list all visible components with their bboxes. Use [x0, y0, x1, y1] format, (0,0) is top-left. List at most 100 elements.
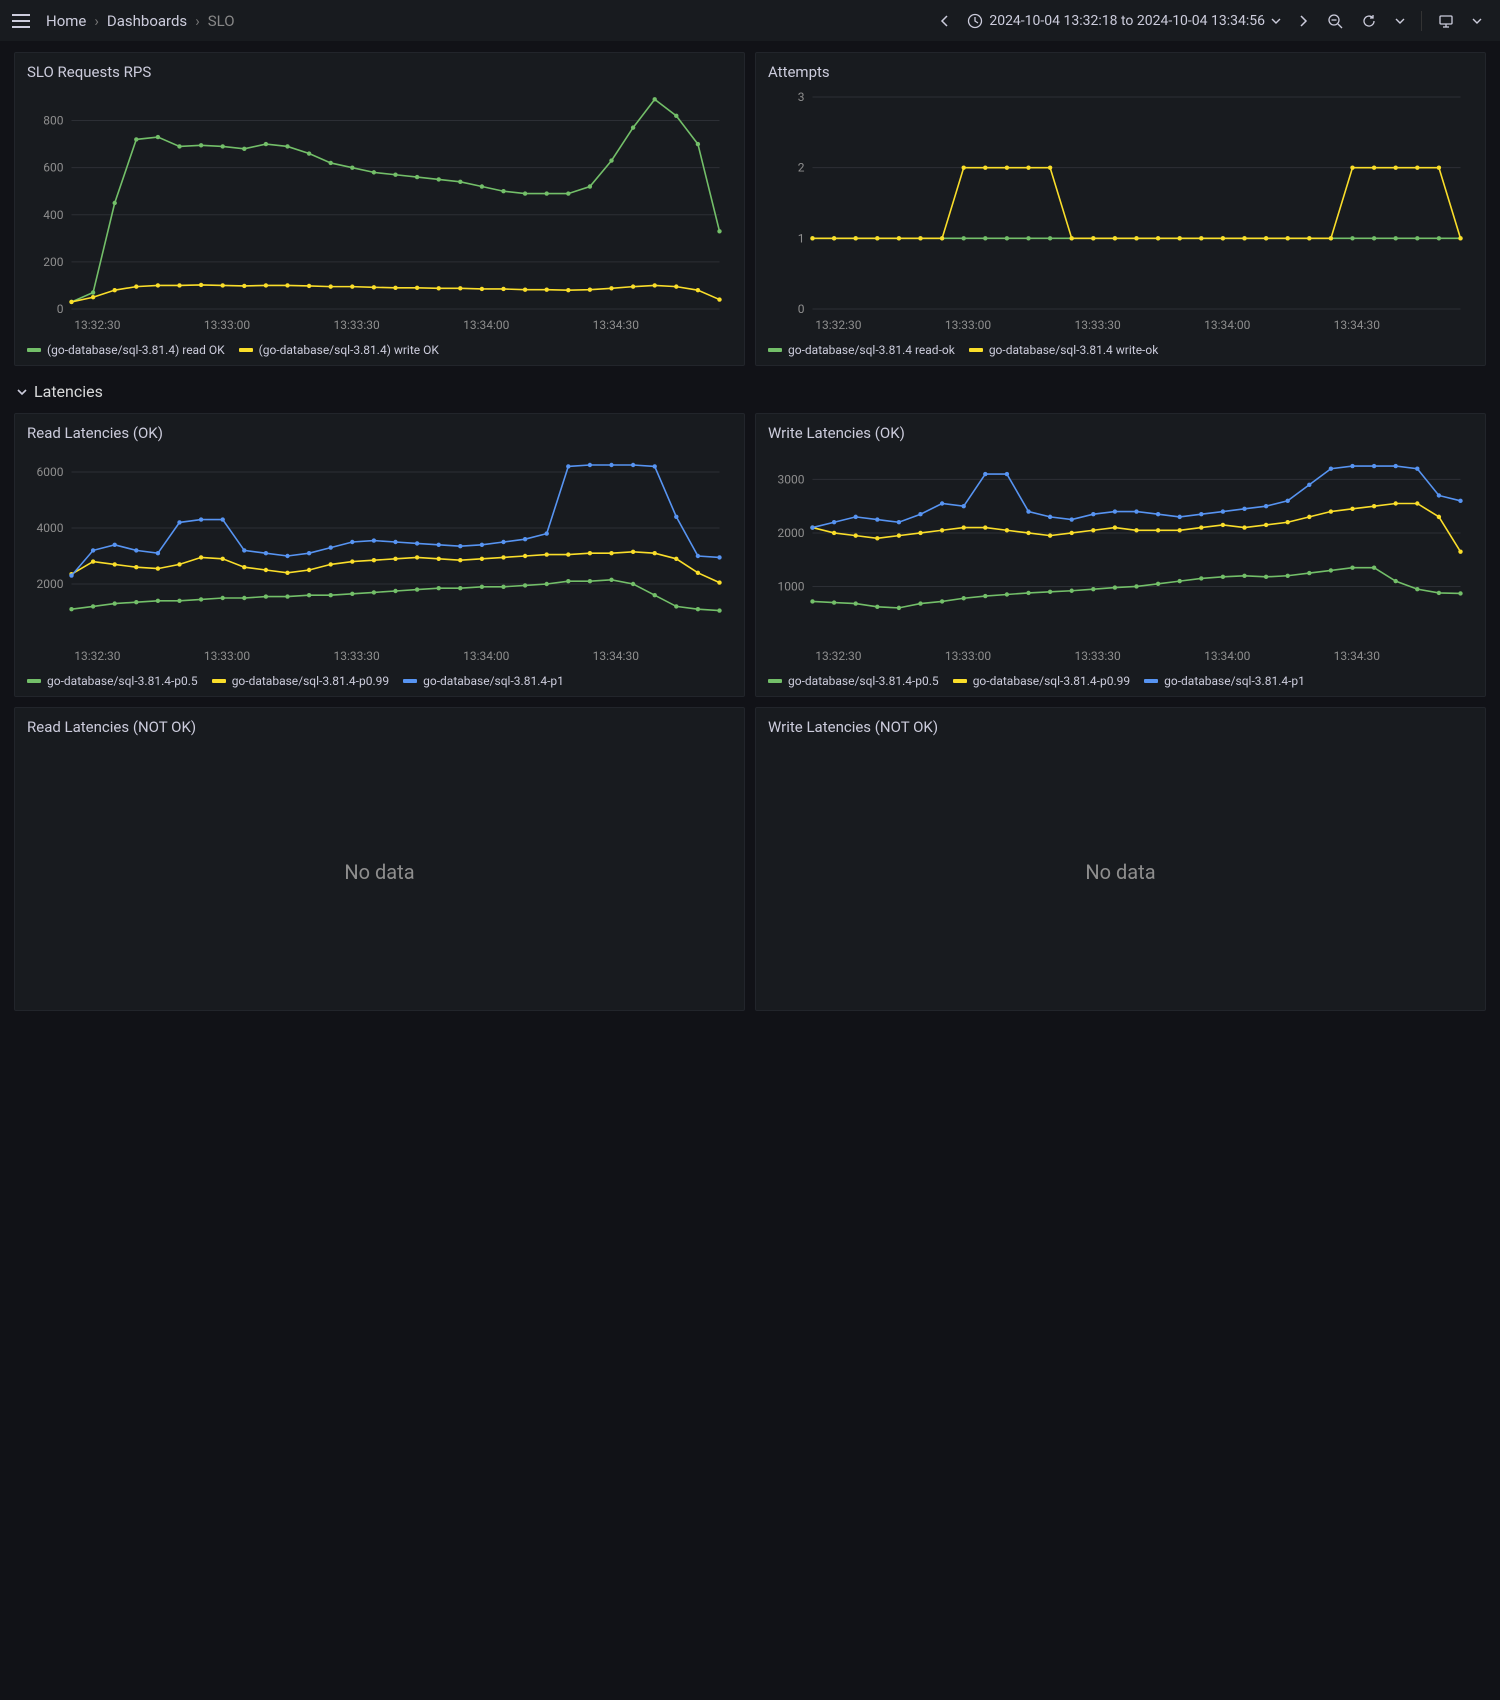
zoom-out-button[interactable] — [1321, 7, 1349, 35]
svg-text:13:34:00: 13:34:00 — [1204, 318, 1251, 332]
svg-text:13:32:30: 13:32:30 — [74, 649, 121, 663]
chevron-right-icon: › — [94, 12, 99, 30]
svg-text:3000: 3000 — [778, 472, 805, 486]
panel-title: Attempts — [768, 63, 1473, 81]
svg-text:13:34:30: 13:34:30 — [593, 318, 640, 332]
legend-label: go-database/sql-3.81.4-p0.5 — [788, 674, 939, 688]
panel-write-lat-notok[interactable]: Write Latencies (NOT OK) No data — [755, 707, 1486, 1011]
time-forward-button[interactable] — [1291, 7, 1315, 35]
svg-text:13:34:00: 13:34:00 — [463, 318, 510, 332]
legend-label: (go-database/sql-3.81.4) write OK — [259, 343, 439, 357]
zoom-out-icon — [1327, 13, 1343, 29]
svg-text:400: 400 — [43, 208, 63, 222]
legend-item[interactable]: go-database/sql-3.81.4-p0.5 — [768, 674, 939, 688]
legend-label: go-database/sql-3.81.4-p0.5 — [47, 674, 198, 688]
breadcrumb-home[interactable]: Home — [46, 12, 86, 30]
panel-title: Write Latencies (NOT OK) — [768, 718, 1473, 736]
legend-label: go-database/sql-3.81.4 read-ok — [788, 343, 955, 357]
topbar: Home › Dashboards › SLO 2024-10-04 13:32… — [0, 0, 1500, 42]
row-latencies[interactable]: Latencies — [14, 376, 1486, 403]
svg-text:13:33:30: 13:33:30 — [333, 649, 380, 663]
panel-title: Write Latencies (OK) — [768, 424, 1473, 442]
svg-text:13:32:30: 13:32:30 — [74, 318, 121, 332]
menu-icon[interactable] — [12, 10, 34, 32]
monitor-icon — [1438, 13, 1454, 29]
panel-read-lat-ok[interactable]: Read Latencies (OK) 20004000600013:32:30… — [14, 413, 745, 697]
refresh-interval-dropdown[interactable] — [1389, 7, 1411, 35]
kiosk-button[interactable] — [1432, 7, 1460, 35]
panel-title: SLO Requests RPS — [27, 63, 732, 81]
svg-text:800: 800 — [43, 114, 63, 128]
legend-item[interactable]: go-database/sql-3.81.4-p1 — [403, 674, 564, 688]
kiosk-dropdown[interactable] — [1466, 7, 1488, 35]
breadcrumb: Home › Dashboards › SLO — [46, 12, 235, 30]
panel-title: Read Latencies (OK) — [27, 424, 732, 442]
svg-text:600: 600 — [43, 161, 63, 175]
dashboard-body: SLO Requests RPS 020040060080013:32:3013… — [0, 42, 1500, 1021]
legend-label: go-database/sql-3.81.4-p1 — [423, 674, 564, 688]
breadcrumb-dashboards[interactable]: Dashboards — [107, 12, 187, 30]
svg-text:2000: 2000 — [778, 526, 805, 540]
svg-text:13:34:30: 13:34:30 — [593, 649, 640, 663]
chevron-down-icon — [1271, 16, 1281, 26]
no-data-message: No data — [27, 742, 732, 1002]
svg-text:200: 200 — [43, 255, 63, 269]
svg-text:13:34:30: 13:34:30 — [1334, 318, 1381, 332]
chart: 012313:32:3013:33:0013:33:3013:34:0013:3… — [768, 87, 1473, 337]
refresh-button[interactable] — [1355, 7, 1383, 35]
svg-text:13:34:30: 13:34:30 — [1334, 649, 1381, 663]
svg-text:13:32:30: 13:32:30 — [815, 649, 862, 663]
chevron-down-icon — [1395, 16, 1405, 26]
panel-slo-rps[interactable]: SLO Requests RPS 0 200 400 600 800 13:32:30 13… — [14, 52, 745, 366]
svg-text:13:33:00: 13:33:00 — [204, 649, 251, 663]
svg-text:13:34:00: 13:34:00 — [463, 649, 510, 663]
panel-attempts[interactable]: Attempts 012313:32:3013:33:0013:33:3013:… — [755, 52, 1486, 366]
row-title: Latencies — [34, 382, 103, 401]
svg-text:13:33:00: 13:33:00 — [945, 649, 992, 663]
panel-read-lat-notok[interactable]: Read Latencies (NOT OK) No data — [14, 707, 745, 1011]
chart: 1000 2000 3000 13:32:30 13:33:00 13:33:30 13:3… — [768, 448, 1473, 668]
svg-text:4000: 4000 — [37, 521, 64, 535]
svg-text:13:33:00: 13:33:00 — [945, 318, 992, 332]
legend-label: go-database/sql-3.81.4-p1 — [1164, 674, 1305, 688]
legend-item[interactable]: go-database/sql-3.81.4-p1 — [1144, 674, 1305, 688]
legend-label: go-database/sql-3.81.4-p0.99 — [232, 674, 389, 688]
clock-icon — [967, 13, 983, 29]
chart: 20004000600013:32:3013:33:0013:33:3013:3… — [27, 448, 732, 668]
toolbar-right: 2024-10-04 13:32:18 to 2024-10-04 13:34:… — [933, 7, 1488, 35]
legend-item[interactable]: go-database/sql-3.81.4 write-ok — [969, 343, 1158, 357]
legend-label: go-database/sql-3.81.4-p0.99 — [973, 674, 1130, 688]
svg-text:1000: 1000 — [778, 579, 805, 593]
svg-text:13:34:00: 13:34:00 — [1204, 649, 1251, 663]
legend-item[interactable]: go-database/sql-3.81.4-p0.5 — [27, 674, 198, 688]
timerange-label: 2024-10-04 13:32:18 to 2024-10-04 13:34:… — [989, 13, 1265, 29]
chevron-right-icon: › — [195, 12, 200, 30]
svg-text:2: 2 — [798, 161, 805, 175]
legend-label: (go-database/sql-3.81.4) read OK — [47, 343, 225, 357]
divider — [1421, 11, 1422, 31]
legend-item[interactable]: go-database/sql-3.81.4-p0.99 — [212, 674, 389, 688]
svg-text:13:33:30: 13:33:30 — [333, 318, 380, 332]
legend: go-database/sql-3.81.4-p0.5 go-database/… — [27, 674, 732, 688]
panel-title: Read Latencies (NOT OK) — [27, 718, 732, 736]
no-data-message: No data — [768, 742, 1473, 1002]
svg-text:0: 0 — [57, 302, 64, 316]
legend-item[interactable]: (go-database/sql-3.81.4) read OK — [27, 343, 225, 357]
refresh-icon — [1361, 13, 1377, 29]
svg-text:3: 3 — [798, 90, 805, 104]
svg-text:6000: 6000 — [37, 465, 64, 479]
svg-text:13:33:30: 13:33:30 — [1074, 649, 1121, 663]
timerange-picker[interactable]: 2024-10-04 13:32:18 to 2024-10-04 13:34:… — [963, 7, 1285, 35]
legend-item[interactable]: go-database/sql-3.81.4-p0.99 — [953, 674, 1130, 688]
svg-text:1: 1 — [798, 231, 805, 245]
legend-label: go-database/sql-3.81.4 write-ok — [989, 343, 1158, 357]
panel-write-lat-ok[interactable]: Write Latencies (OK) 1000 2000 3000 13:32:3… — [755, 413, 1486, 697]
time-back-button[interactable] — [933, 7, 957, 35]
legend-item[interactable]: (go-database/sql-3.81.4) write OK — [239, 343, 439, 357]
svg-text:13:32:30: 13:32:30 — [815, 318, 862, 332]
chevron-down-icon — [16, 386, 28, 398]
legend: go-database/sql-3.81.4-p0.5 go-database/… — [768, 674, 1473, 688]
legend-item[interactable]: go-database/sql-3.81.4 read-ok — [768, 343, 955, 357]
legend: (go-database/sql-3.81.4) read OK (go-dat… — [27, 343, 732, 357]
svg-text:0: 0 — [798, 302, 805, 316]
